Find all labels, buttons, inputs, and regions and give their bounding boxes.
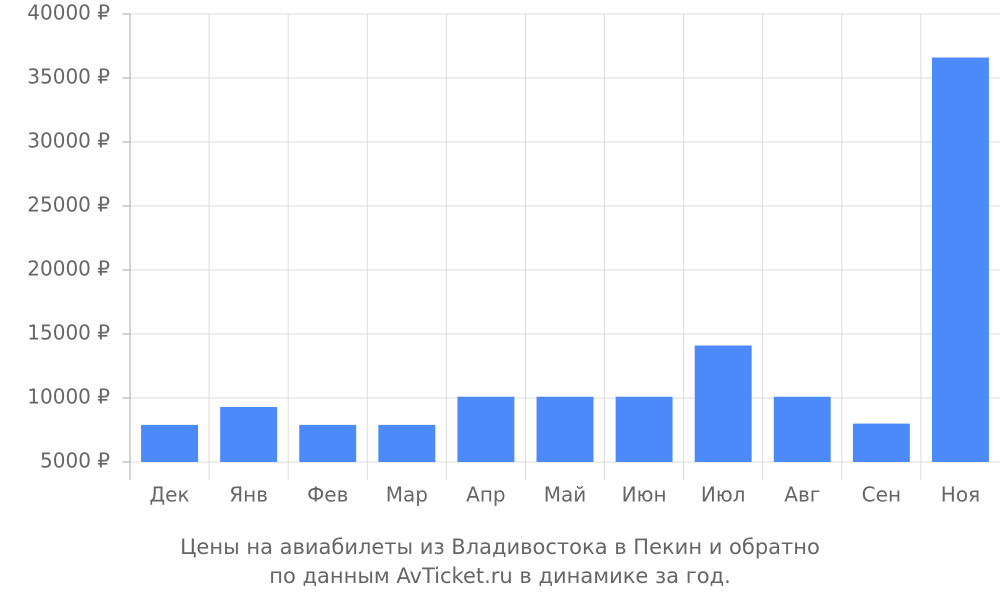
x-tick-label: Мар <box>386 483 428 507</box>
x-tick-label: Дек <box>150 483 190 507</box>
x-tick-label: Апр <box>466 483 505 507</box>
y-tick-label: 5000 ₽ <box>40 449 110 473</box>
bar <box>378 424 436 462</box>
bar <box>694 345 752 462</box>
x-tick-label: Янв <box>229 483 268 507</box>
y-tick-label: 25000 ₽ <box>27 193 110 217</box>
y-tick-label: 30000 ₽ <box>27 129 110 153</box>
chart-subtitle: по данным AvTicket.ru в динамике за год. <box>269 564 731 588</box>
bar <box>220 406 278 462</box>
x-tick-label: Июн <box>622 483 667 507</box>
y-tick-label: 10000 ₽ <box>27 385 110 409</box>
chart-title: Цены на авиабилеты из Владивостока в Пек… <box>180 535 820 559</box>
x-tick-label: Авг <box>784 483 820 507</box>
bar <box>536 396 594 462</box>
bar <box>457 396 515 462</box>
x-tick-label: Ноя <box>941 483 980 507</box>
y-tick-label: 40000 ₽ <box>27 1 110 25</box>
y-tick-label: 15000 ₽ <box>27 321 110 345</box>
x-tick-label: Сен <box>862 483 901 507</box>
bar <box>141 424 199 462</box>
x-tick-label: Май <box>544 483 587 507</box>
bar <box>615 396 673 462</box>
bar <box>299 424 357 462</box>
x-tick-label: Июл <box>701 483 746 507</box>
bar <box>852 423 910 462</box>
y-tick-label: 20000 ₽ <box>27 257 110 281</box>
x-tick-label: Фев <box>307 483 348 507</box>
y-tick-label: 35000 ₽ <box>27 65 110 89</box>
bar <box>931 57 989 463</box>
bar <box>773 396 831 462</box>
